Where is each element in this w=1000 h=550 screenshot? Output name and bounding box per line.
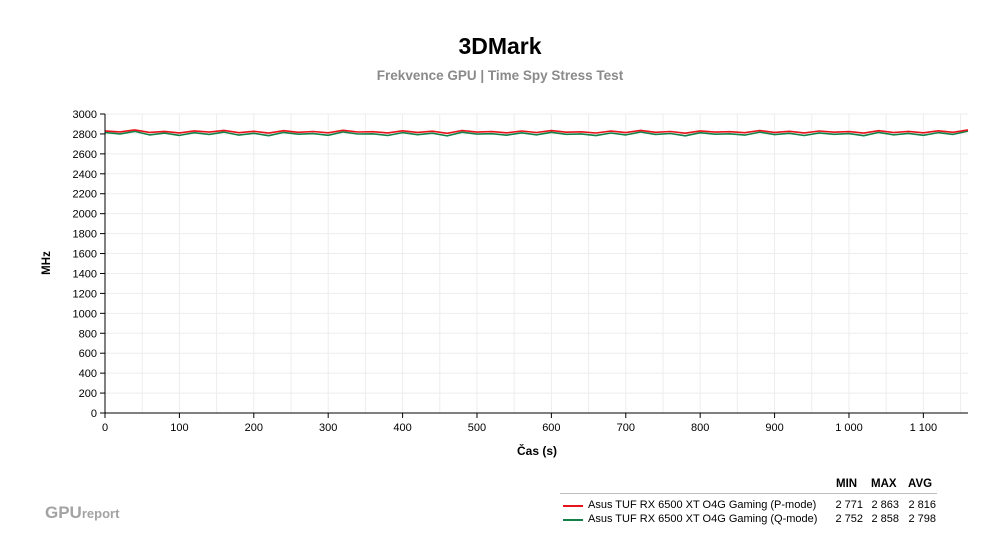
y-axis-ticks: 0 200 400 600 800 1000 1200 1400 1600 1800 2000 220… (73, 109, 105, 420)
y-tick-label: 200 (79, 388, 97, 400)
legend-swatch-p-mode (563, 505, 583, 507)
legend-header-max: MAX (871, 478, 897, 490)
legend-avg-value: 2 816 (908, 499, 936, 511)
frequency-chart: 0200400600800100012001400160018002000220… (41, 109, 969, 458)
legend-series-name: Asus TUF RX 6500 XT O4G Gaming (P-mode) (588, 499, 817, 511)
x-axis-label: Čas (s) (517, 443, 557, 458)
chart-title: 3DMark (458, 33, 542, 59)
legend-divider (560, 493, 937, 494)
logo-main-text: GPU (45, 503, 82, 522)
legend-avg-value: 2 798 (908, 513, 936, 525)
y-axis-label: MHz (41, 251, 53, 275)
y-tick-label: 2000 (73, 209, 97, 221)
y-tick-label: 1200 (73, 288, 97, 300)
chart-subtitle: Frekvence GPU | Time Spy Stress Test (376, 68, 624, 83)
x-tick-label: 600 (542, 422, 560, 434)
y-tick-label: 2400 (73, 169, 97, 181)
series-line-q-mode (104, 130, 969, 137)
x-tick-label: 500 (468, 422, 486, 434)
chart-grid (105, 113, 968, 413)
legend-swatch-q-mode (563, 519, 583, 521)
legend-min-value: 2 771 (835, 499, 863, 511)
x-tick-label: 200 (245, 422, 263, 434)
legend-series-name: Asus TUF RX 6500 XT O4G Gaming (Q-mode) (588, 513, 818, 525)
y-tick-label: 3000 (73, 109, 97, 121)
x-tick-label: 400 (393, 422, 411, 434)
legend-header-avg: AVG (908, 478, 933, 490)
y-tick-label: 1000 (73, 308, 97, 320)
chart-axes (104, 114, 968, 414)
x-tick-label: 100 (170, 422, 188, 434)
x-tick-label: 1 100 (910, 422, 938, 434)
x-tick-label: 0 (102, 422, 108, 434)
y-tick-label: 2600 (73, 149, 97, 161)
legend-row: Asus TUF RX 6500 XT O4G Gaming (Q-mode) … (560, 513, 940, 527)
legend-max-value: 2 863 (871, 499, 899, 511)
x-tick-label: 1 000 (835, 422, 863, 434)
logo-small-text: report (81, 506, 120, 521)
y-tick-label: 1800 (73, 229, 97, 241)
y-tick-label: 2800 (73, 129, 97, 141)
legend-header-min: MIN (836, 478, 858, 490)
y-tick-label: 0 (91, 408, 97, 420)
x-axis-ticks: 0 100 200 300 400 500 600 700 800 900 1 000 1 100 (102, 413, 937, 434)
legend-row: Asus TUF RX 6500 XT O4G Gaming (P-mode) … (560, 499, 940, 513)
x-tick-label: 300 (319, 422, 337, 434)
legend-min-value: 2 752 (835, 513, 863, 525)
y-tick-label: 800 (79, 328, 97, 340)
y-tick-label: 400 (79, 368, 97, 380)
y-tick-label: 600 (79, 348, 97, 360)
series-line-p-mode (104, 129, 969, 135)
legend-max-value: 2 858 (871, 513, 899, 525)
y-tick-label: 1400 (73, 268, 97, 280)
y-tick-label: 2200 (73, 189, 97, 201)
y-tick-label: 1600 (73, 249, 97, 261)
x-tick-label: 800 (691, 422, 709, 434)
x-tick-label: 900 (765, 422, 783, 434)
x-tick-label: 700 (617, 422, 635, 434)
gpureport-logo: GPUreport (45, 503, 119, 523)
chart-series (104, 129, 969, 137)
